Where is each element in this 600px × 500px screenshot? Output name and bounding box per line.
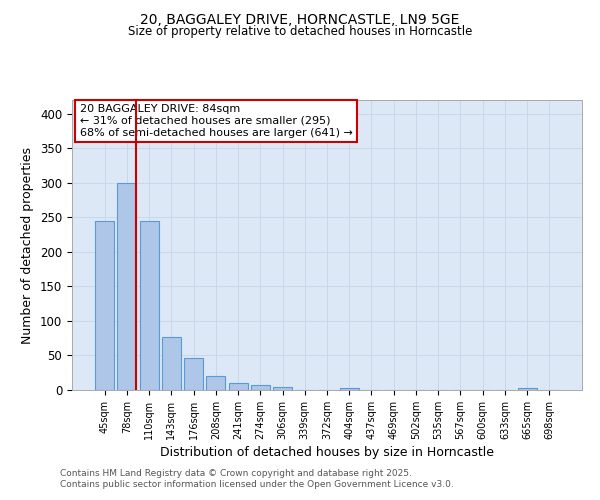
Bar: [206, 376, 225, 390]
Bar: [518, 388, 536, 390]
Y-axis label: Number of detached properties: Number of detached properties: [22, 146, 34, 344]
Text: 20 BAGGALEY DRIVE: 84sqm
← 31% of detached houses are smaller (295)
68% of semi-: 20 BAGGALEY DRIVE: 84sqm ← 31% of detach…: [80, 104, 353, 138]
Bar: [140, 221, 158, 390]
Bar: [118, 183, 136, 390]
Text: Size of property relative to detached houses in Horncastle: Size of property relative to detached ho…: [128, 25, 472, 38]
Bar: [95, 221, 114, 390]
X-axis label: Distribution of detached houses by size in Horncastle: Distribution of detached houses by size …: [160, 446, 494, 459]
Text: 20, BAGGALEY DRIVE, HORNCASTLE, LN9 5GE: 20, BAGGALEY DRIVE, HORNCASTLE, LN9 5GE: [140, 12, 460, 26]
Bar: [340, 388, 359, 390]
Bar: [184, 358, 203, 390]
Text: Contains public sector information licensed under the Open Government Licence v3: Contains public sector information licen…: [60, 480, 454, 489]
Bar: [273, 387, 292, 390]
Bar: [162, 337, 181, 390]
Bar: [229, 383, 248, 390]
Bar: [251, 385, 270, 390]
Text: Contains HM Land Registry data © Crown copyright and database right 2025.: Contains HM Land Registry data © Crown c…: [60, 468, 412, 477]
